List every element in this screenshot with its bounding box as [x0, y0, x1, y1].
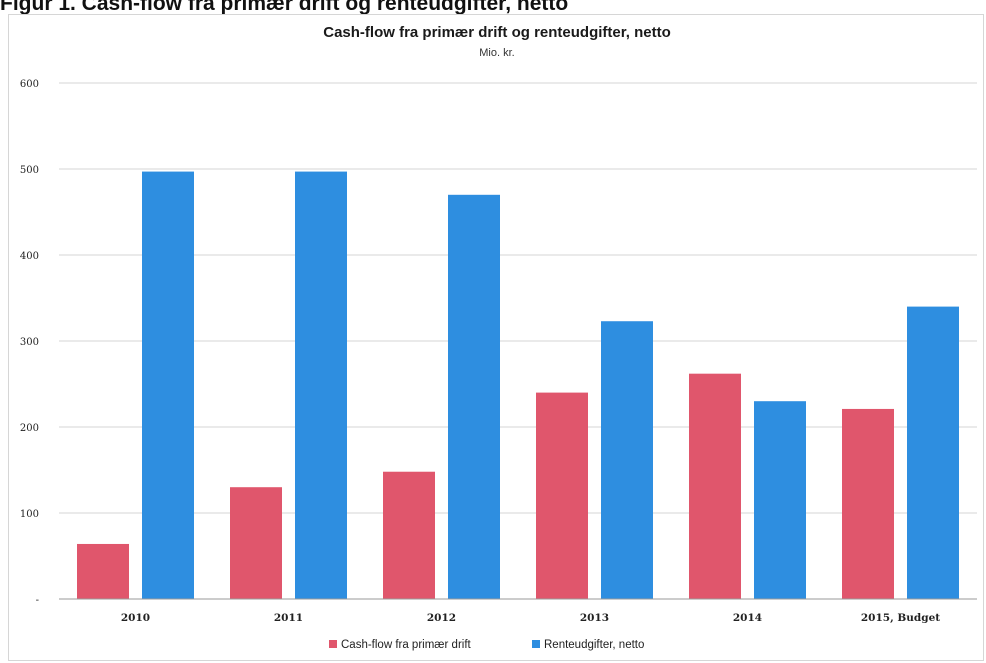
x-tick-label: 2015, Budget	[861, 612, 940, 624]
bar-cashflow-3	[536, 392, 588, 599]
bar-cashflow-4	[689, 373, 741, 599]
y-tick-label: 100	[20, 509, 39, 520]
y-tick-label: 600	[20, 79, 39, 90]
bar-cashflow-2	[383, 471, 435, 599]
legend: Cash-flow fra primær drift Renteudgifter,…	[329, 639, 644, 651]
bar-renteudgifter-4	[754, 401, 806, 599]
legend-swatch-cashflow	[329, 640, 337, 648]
figure-heading: Figur 1. Cash-flow fra primær drift og r…	[0, 0, 569, 15]
legend-label-renteudgifter: Renteudgifter, netto	[544, 639, 644, 651]
y-tick-label: 200	[20, 423, 39, 434]
y-tick-label: 500	[20, 165, 39, 176]
bars	[77, 171, 959, 600]
bar-renteudgifter-1	[295, 171, 347, 599]
y-tick-label: 300	[20, 337, 39, 348]
y-tick-label: -	[36, 595, 39, 606]
bar-cashflow-1	[230, 487, 282, 599]
legend-label-cashflow: Cash-flow fra primær drift	[341, 639, 472, 651]
bar-cashflow-5	[842, 408, 894, 599]
chart-frame: Cash-flow fra primær drift og renteudgif…	[8, 14, 984, 661]
x-tick-label: 2012	[427, 612, 456, 624]
y-tick-label: 400	[20, 251, 39, 262]
x-tick-label: 2011	[274, 612, 303, 624]
x-tick-label: 2013	[580, 612, 609, 624]
chart-subtitle: Mio. kr.	[479, 47, 514, 59]
bar-renteudgifter-3	[601, 321, 653, 599]
bar-renteudgifter-5	[907, 306, 959, 599]
gridlines	[59, 82, 977, 514]
x-tick-label: 2010	[121, 612, 150, 624]
legend-swatch-renteudgifter	[532, 640, 540, 648]
bar-renteudgifter-2	[448, 194, 500, 600]
bar-renteudgifter-0	[142, 171, 194, 599]
x-tick-label: 2014	[733, 612, 762, 624]
chart-title: Cash-flow fra primær drift og renteudgif…	[323, 24, 671, 41]
bar-chart: Cash-flow fra primær drift og renteudgif…	[20, 24, 977, 651]
bar-cashflow-0	[77, 543, 129, 599]
chart-text: Cash-flow fra primær drift og renteudgif…	[20, 24, 940, 624]
